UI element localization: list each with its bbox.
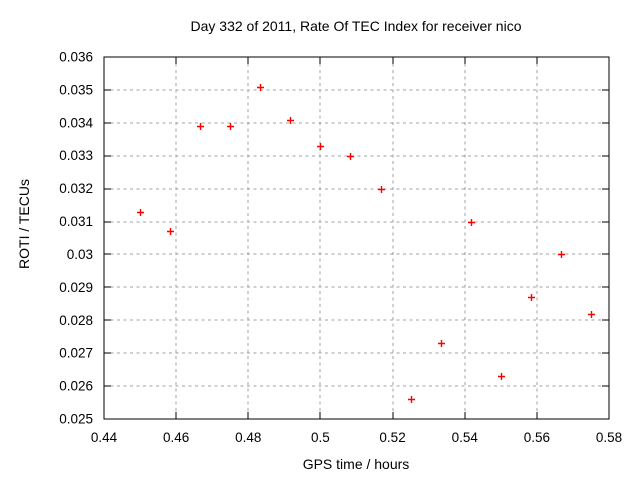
data-point-marker — [438, 340, 445, 347]
y-tick-label: 0.029 — [59, 280, 93, 295]
y-tick-label: 0.03 — [67, 247, 93, 262]
y-tick-label: 0.026 — [59, 379, 93, 394]
y-tick-label: 0.027 — [59, 346, 93, 361]
y-tick-label: 0.035 — [59, 82, 93, 97]
y-tick-label: 0.031 — [59, 214, 93, 229]
chart-title: Day 332 of 2011, Rate Of TEC Index for r… — [191, 18, 522, 34]
data-point-marker — [558, 251, 565, 258]
y-tick-label: 0.028 — [59, 313, 93, 328]
data-point-marker — [347, 153, 354, 160]
y-tick-label: 0.025 — [59, 412, 93, 427]
x-tick-label: 0.52 — [379, 430, 405, 445]
y-tick-label: 0.036 — [59, 50, 93, 65]
x-tick-label: 0.46 — [163, 430, 189, 445]
data-point-marker — [378, 186, 385, 193]
data-point-marker — [408, 396, 415, 403]
x-tick-label: 0.44 — [91, 430, 118, 445]
data-point-marker — [227, 123, 234, 130]
x-axis-label: GPS time / hours — [303, 456, 410, 472]
data-point-marker — [588, 311, 595, 318]
axis-tick-marks — [103, 56, 610, 420]
x-tick-label: 0.48 — [235, 430, 261, 445]
data-point-marker — [317, 143, 324, 150]
data-point-marker — [257, 84, 264, 91]
data-point-marker — [528, 294, 535, 301]
data-point-marker — [468, 219, 475, 226]
y-tick-label: 0.032 — [59, 181, 93, 196]
grid-lines — [104, 57, 609, 419]
data-points — [137, 84, 595, 403]
x-tick-label: 0.58 — [596, 430, 622, 445]
y-tick-label: 0.033 — [59, 148, 93, 163]
y-tick-label: 0.034 — [59, 115, 93, 130]
data-point-marker — [498, 373, 505, 380]
x-tick-label: 0.5 — [311, 430, 330, 445]
data-point-marker — [197, 123, 204, 130]
data-point-marker — [137, 209, 144, 216]
x-tick-label: 0.54 — [452, 430, 479, 445]
y-axis-label: ROTI / TECUs — [16, 179, 32, 269]
x-tick-label: 0.56 — [524, 430, 550, 445]
data-point-marker — [287, 117, 294, 124]
data-point-marker — [167, 228, 174, 235]
plot-border — [103, 56, 610, 420]
tick-labels: 0.44 0.46 0.48 0.5 0.52 0.54 0.56 0.58 0.025 0.02… — [59, 50, 622, 446]
